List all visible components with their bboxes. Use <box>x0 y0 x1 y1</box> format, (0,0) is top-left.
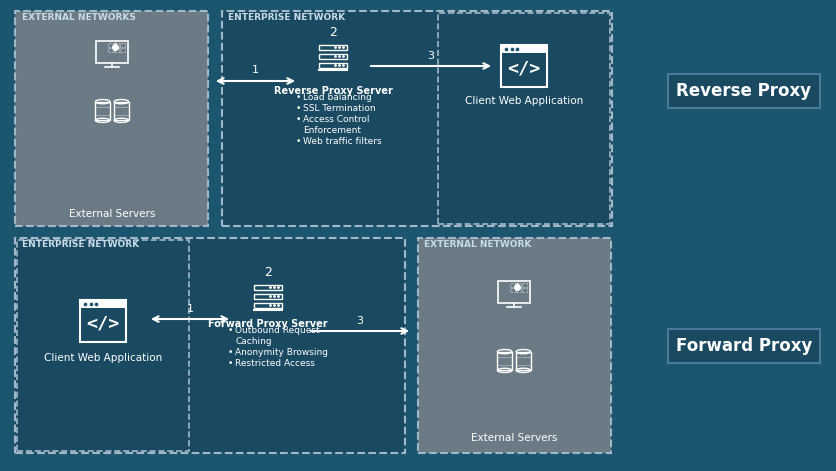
Text: •: • <box>296 137 301 146</box>
Text: Access Control: Access Control <box>303 115 370 124</box>
Text: Caching: Caching <box>235 337 272 346</box>
Bar <box>418 238 611 453</box>
Bar <box>17 240 189 451</box>
Bar <box>522 283 527 287</box>
Bar <box>254 302 282 308</box>
Text: 3: 3 <box>356 316 364 326</box>
Text: 2: 2 <box>329 26 337 39</box>
Text: 1: 1 <box>252 65 258 75</box>
Text: EXTERNAL NETWORKS: EXTERNAL NETWORKS <box>22 13 136 22</box>
Text: Forward Proxy: Forward Proxy <box>675 337 813 355</box>
Bar <box>254 293 282 299</box>
Text: </>: </> <box>507 59 541 77</box>
Text: Reverse Proxy: Reverse Proxy <box>676 82 812 100</box>
Text: Enforcement: Enforcement <box>303 126 361 135</box>
Text: SSL Termination: SSL Termination <box>303 104 375 113</box>
Bar <box>510 288 515 292</box>
Text: •: • <box>296 104 301 113</box>
Bar <box>114 43 119 47</box>
Bar <box>80 300 126 342</box>
Text: •: • <box>228 348 233 357</box>
Bar <box>522 288 527 292</box>
Bar <box>15 11 208 226</box>
Bar <box>114 48 119 52</box>
Text: Forward Proxy Server: Forward Proxy Server <box>208 319 328 329</box>
Bar <box>96 41 128 63</box>
Text: •: • <box>228 326 233 335</box>
Bar <box>15 238 405 453</box>
Text: 2: 2 <box>264 266 272 279</box>
Text: •: • <box>228 359 233 368</box>
Text: EXTERNAL NETWORK: EXTERNAL NETWORK <box>424 240 532 249</box>
Bar <box>516 283 521 287</box>
Bar <box>80 300 126 342</box>
Bar <box>120 43 125 47</box>
Text: Web traffic filters: Web traffic filters <box>303 137 381 146</box>
Text: Restricted Access: Restricted Access <box>235 359 315 368</box>
Text: ENTERPRISE NETWORK: ENTERPRISE NETWORK <box>228 13 345 22</box>
Bar <box>319 54 347 58</box>
Text: External Servers: External Servers <box>471 433 557 443</box>
Bar <box>108 48 113 52</box>
Text: Client Web Application: Client Web Application <box>43 353 162 363</box>
Text: Outbound Request: Outbound Request <box>235 326 319 335</box>
Bar <box>516 288 521 292</box>
Text: 3: 3 <box>427 51 435 61</box>
Text: Load balancing: Load balancing <box>303 93 372 102</box>
Bar <box>668 329 820 363</box>
Bar <box>510 283 515 287</box>
Text: 1: 1 <box>186 304 193 314</box>
Bar <box>501 45 547 87</box>
Bar <box>438 13 610 224</box>
Text: Reverse Proxy Server: Reverse Proxy Server <box>273 86 392 96</box>
Bar <box>501 45 547 87</box>
Bar <box>222 11 612 226</box>
Bar <box>497 352 512 370</box>
Text: •: • <box>296 115 301 124</box>
Bar <box>516 352 531 370</box>
Text: External Servers: External Servers <box>69 209 155 219</box>
Bar <box>501 45 547 53</box>
Bar <box>120 48 125 52</box>
Bar <box>498 281 530 303</box>
Bar <box>95 102 110 121</box>
Text: Anonymity Browsing: Anonymity Browsing <box>235 348 328 357</box>
Text: </>: </> <box>86 314 120 333</box>
Text: ENTERPRISE NETWORK: ENTERPRISE NETWORK <box>22 240 139 249</box>
Text: Client Web Application: Client Web Application <box>465 96 584 106</box>
Bar <box>319 44 347 49</box>
Bar <box>80 300 126 308</box>
Bar <box>254 284 282 290</box>
Bar <box>108 43 113 47</box>
Bar <box>319 63 347 67</box>
Text: •: • <box>296 93 301 102</box>
Bar <box>115 102 129 121</box>
Bar <box>668 74 820 108</box>
